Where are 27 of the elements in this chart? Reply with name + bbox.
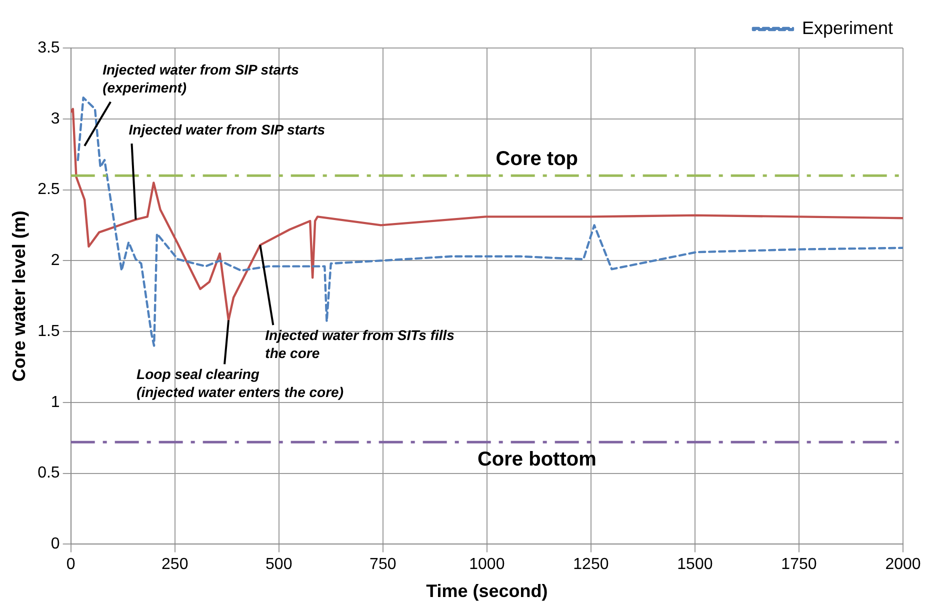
annotation: Injected water from SIP starts (experiment)	[102, 62, 300, 96]
x-tick-label: 250	[162, 556, 188, 574]
x-tick-label: 0	[66, 556, 76, 574]
x-axis-title: Time (second)	[426, 581, 548, 602]
y-tick-label: 3.5	[38, 39, 60, 56]
x-tick-label: 1500	[677, 556, 713, 574]
y-tick-label: 1	[50, 394, 60, 411]
annotation: Injected water from SITs fills the core	[265, 326, 455, 361]
y-tick-label: 2.5	[38, 181, 60, 198]
annotation: Loop seal clearing (injected water enters the core)	[136, 366, 344, 400]
x-tick-label: 1000	[469, 556, 505, 574]
line-series	[76, 96, 903, 347]
y-axis-title: Core water level (m)	[8, 210, 29, 382]
annotation: Injected water from SIP starts	[128, 121, 326, 138]
ref-line-label: Core top	[496, 148, 578, 170]
x-tick-label: 750	[370, 556, 396, 574]
x-tick-label: 1750	[781, 556, 817, 574]
x-tick-label: 500	[266, 556, 292, 574]
x-tick-label: 2000	[885, 556, 921, 574]
y-tick-label: 0	[50, 536, 60, 553]
y-tick-label: 3	[50, 110, 60, 128]
legend-label: Experiment	[802, 18, 894, 38]
y-tick-label: 2	[50, 252, 60, 270]
x-tick-label: 1250	[573, 556, 609, 574]
y-tick-label: 1.5	[38, 322, 60, 340]
y-tick-label: 0.5	[38, 464, 60, 482]
ref-line-label: Core bottom	[477, 448, 596, 471]
